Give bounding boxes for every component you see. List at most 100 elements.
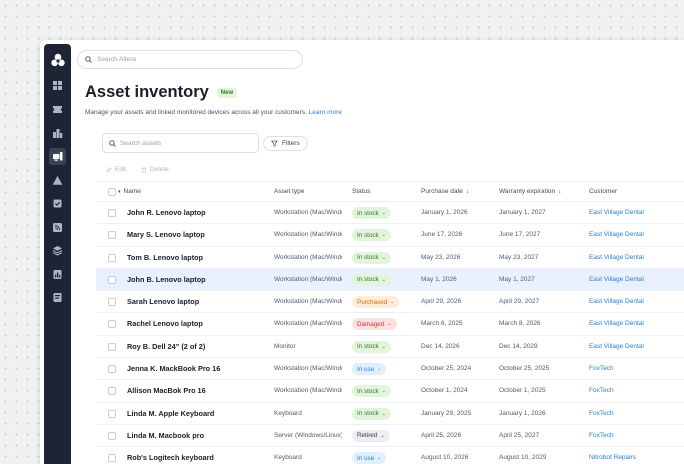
delete-label: Delete — [150, 166, 169, 173]
asset-name[interactable]: Linda M. Macbook pro — [127, 430, 205, 440]
asset-name[interactable]: Sarah Lenovo laptop — [127, 297, 200, 307]
row-checkbox[interactable] — [108, 275, 116, 284]
table-row[interactable]: Rachel Lenovo laptop Workstation (Mac/Wi… — [96, 313, 684, 336]
column-asset-type[interactable]: Asset type — [274, 188, 305, 195]
asset-name[interactable]: Mary S. Lenovo laptop — [127, 230, 205, 240]
customer-link[interactable]: Nitrobot Repairs — [589, 454, 636, 462]
table-row[interactable]: Allison MacBok Pro 16 Workstation (Mac/W… — [96, 380, 684, 403]
status-badge[interactable]: Retired ⌄ — [352, 429, 390, 442]
asset-name[interactable]: Tom B. Lenovo laptop — [127, 252, 204, 262]
global-search-placeholder: Search Altera — [97, 56, 137, 63]
column-purchase-date[interactable]: Purchase date ↓ — [421, 188, 469, 195]
column-status[interactable]: Status — [352, 188, 371, 195]
column-customer[interactable]: Customer — [589, 188, 618, 195]
chevron-down-icon: ⌄ — [381, 232, 386, 239]
asset-type: Keyboard — [274, 409, 302, 417]
sidebar-layers-icon[interactable] — [49, 242, 66, 259]
asset-name[interactable]: John R. Lenovo laptop — [127, 208, 206, 217]
warranty-expiration: Dec 14, 2029 — [499, 342, 538, 350]
status-badge[interactable]: In stock ⌄ — [352, 407, 391, 420]
table-row[interactable]: John R. Lenovo laptop Workstation (Mac/W… — [96, 202, 684, 225]
row-checkbox[interactable] — [108, 454, 116, 463]
asset-name[interactable]: Rachel Lenovo laptop — [127, 319, 203, 329]
global-search-input[interactable]: Search Altera — [77, 50, 303, 69]
sidebar-reports-icon[interactable] — [49, 266, 66, 283]
edit-label: Edit — [115, 166, 127, 173]
status-badge[interactable]: In use ⌄ — [352, 363, 387, 376]
purchase-date: May 1, 2026 — [421, 275, 457, 283]
status-badge[interactable]: In stock ⌄ — [352, 385, 391, 398]
status-label: In use — [357, 454, 375, 462]
sidebar-assets-icon[interactable] — [49, 148, 66, 165]
status-badge[interactable]: In stock ⌄ — [352, 273, 391, 286]
chevron-down-icon: ⌄ — [381, 210, 386, 216]
customer-link[interactable]: FoxTech — [589, 431, 614, 439]
status-badge[interactable]: Purchased ⌄ — [352, 296, 400, 309]
filters-button[interactable]: Filters — [263, 136, 308, 151]
table-row[interactable]: Linda M. Apple Keyboard Keyboard In stoc… — [96, 403, 684, 425]
table-row[interactable]: Roy B. Dell 24” (2 of 2) Monitor In stoc… — [96, 336, 684, 359]
status-badge[interactable]: Damaged ⌄ — [352, 318, 397, 331]
table-row[interactable]: Jenna K. MackBook Pro 16 Workstation (Ma… — [96, 358, 684, 381]
column-name[interactable]: ▾ Name — [118, 188, 141, 195]
sidebar-knowledge-icon[interactable] — [49, 289, 66, 306]
asset-name[interactable]: Linda M. Apple Keyboard — [127, 408, 215, 418]
select-all-checkbox[interactable] — [108, 188, 116, 196]
status-badge[interactable]: In stock ⌄ — [352, 340, 391, 353]
row-checkbox[interactable] — [108, 387, 116, 396]
sidebar-feeds-icon[interactable] — [49, 219, 66, 236]
row-checkbox[interactable] — [108, 431, 116, 440]
sidebar-alerts-icon[interactable] — [49, 172, 66, 189]
row-checkbox[interactable] — [108, 320, 116, 329]
table-row[interactable]: Linda M. Macbook pro Server (Windows/Lin… — [96, 425, 684, 448]
customer-link[interactable]: FoxTech — [589, 365, 614, 373]
asset-name[interactable]: Rob's Logitech keyboard — [127, 453, 214, 463]
search-icon — [85, 56, 92, 63]
column-purchase-date-label: Purchase date — [421, 188, 463, 195]
customer-link[interactable]: East Village Dental — [589, 231, 644, 239]
warranty-expiration: October 1, 2025 — [499, 387, 546, 395]
customer-link[interactable]: East Village Dental — [589, 320, 644, 328]
asset-name[interactable]: Jenna K. MackBook Pro 16 — [127, 364, 221, 374]
status-badge[interactable]: In stock ⌄ — [352, 207, 391, 219]
customer-link[interactable]: FoxTech — [589, 387, 614, 395]
warranty-expiration: June 17, 2027 — [499, 231, 541, 239]
table-row[interactable]: Rob's Logitech keyboard Keyboard In use … — [96, 447, 684, 464]
asset-name[interactable]: Allison MacBok Pro 16 — [127, 386, 206, 396]
row-checkbox[interactable] — [108, 342, 116, 351]
customer-link[interactable]: East Village Dental — [589, 342, 644, 350]
table-row[interactable]: Sarah Lenovo laptop Workstation (Mac/Win… — [96, 291, 684, 314]
sidebar-dashboard-icon[interactable] — [49, 77, 66, 94]
delete-button[interactable]: Delete — [141, 166, 169, 173]
sidebar-customers-icon[interactable] — [49, 125, 66, 142]
status-badge[interactable]: In stock ⌄ — [352, 229, 391, 242]
customer-link[interactable]: East Village Dental — [589, 275, 644, 283]
customer-link[interactable]: East Village Dental — [589, 253, 644, 261]
customer-link[interactable]: FoxTech — [589, 409, 614, 417]
asset-name[interactable]: John B. Lenovo laptop — [127, 274, 206, 284]
table-row[interactable]: Tom B. Lenovo laptop Workstation (Mac/Wi… — [96, 247, 684, 269]
row-checkbox[interactable] — [108, 231, 116, 240]
sidebar-tickets-icon[interactable] — [49, 101, 66, 118]
customer-link[interactable]: East Village Dental — [589, 209, 644, 216]
status-badge[interactable]: In stock ⌄ — [352, 251, 391, 264]
learn-more-link[interactable]: Learn more — [308, 109, 342, 116]
sidebar-tasks-icon[interactable] — [49, 195, 66, 212]
table-row[interactable]: Mary S. Lenovo laptop Workstation (Mac/W… — [96, 224, 684, 247]
chevron-down-icon[interactable]: ▾ — [118, 188, 121, 195]
row-checkbox[interactable] — [108, 409, 116, 418]
app-logo-icon[interactable] — [50, 52, 66, 68]
asset-type: Server (Windows/Linux) — [274, 431, 342, 439]
customer-link[interactable]: East Village Dental — [589, 298, 644, 306]
row-checkbox[interactable] — [108, 253, 116, 262]
edit-button[interactable]: Edit — [106, 166, 126, 173]
row-checkbox[interactable] — [108, 209, 116, 217]
column-warranty[interactable]: Warranty expiration ↓ — [499, 188, 561, 195]
asset-search-input[interactable]: Search assets — [102, 133, 259, 153]
status-badge[interactable]: In use ⌄ — [352, 452, 387, 464]
row-checkbox[interactable] — [108, 298, 116, 307]
row-checkbox[interactable] — [108, 365, 116, 374]
asset-name[interactable]: Roy B. Dell 24” (2 of 2) — [127, 341, 206, 351]
app-window: Search Altera Asset inventory New Manage… — [40, 40, 684, 464]
table-row[interactable]: John B. Lenovo laptop Workstation (Mac/W… — [96, 268, 684, 292]
